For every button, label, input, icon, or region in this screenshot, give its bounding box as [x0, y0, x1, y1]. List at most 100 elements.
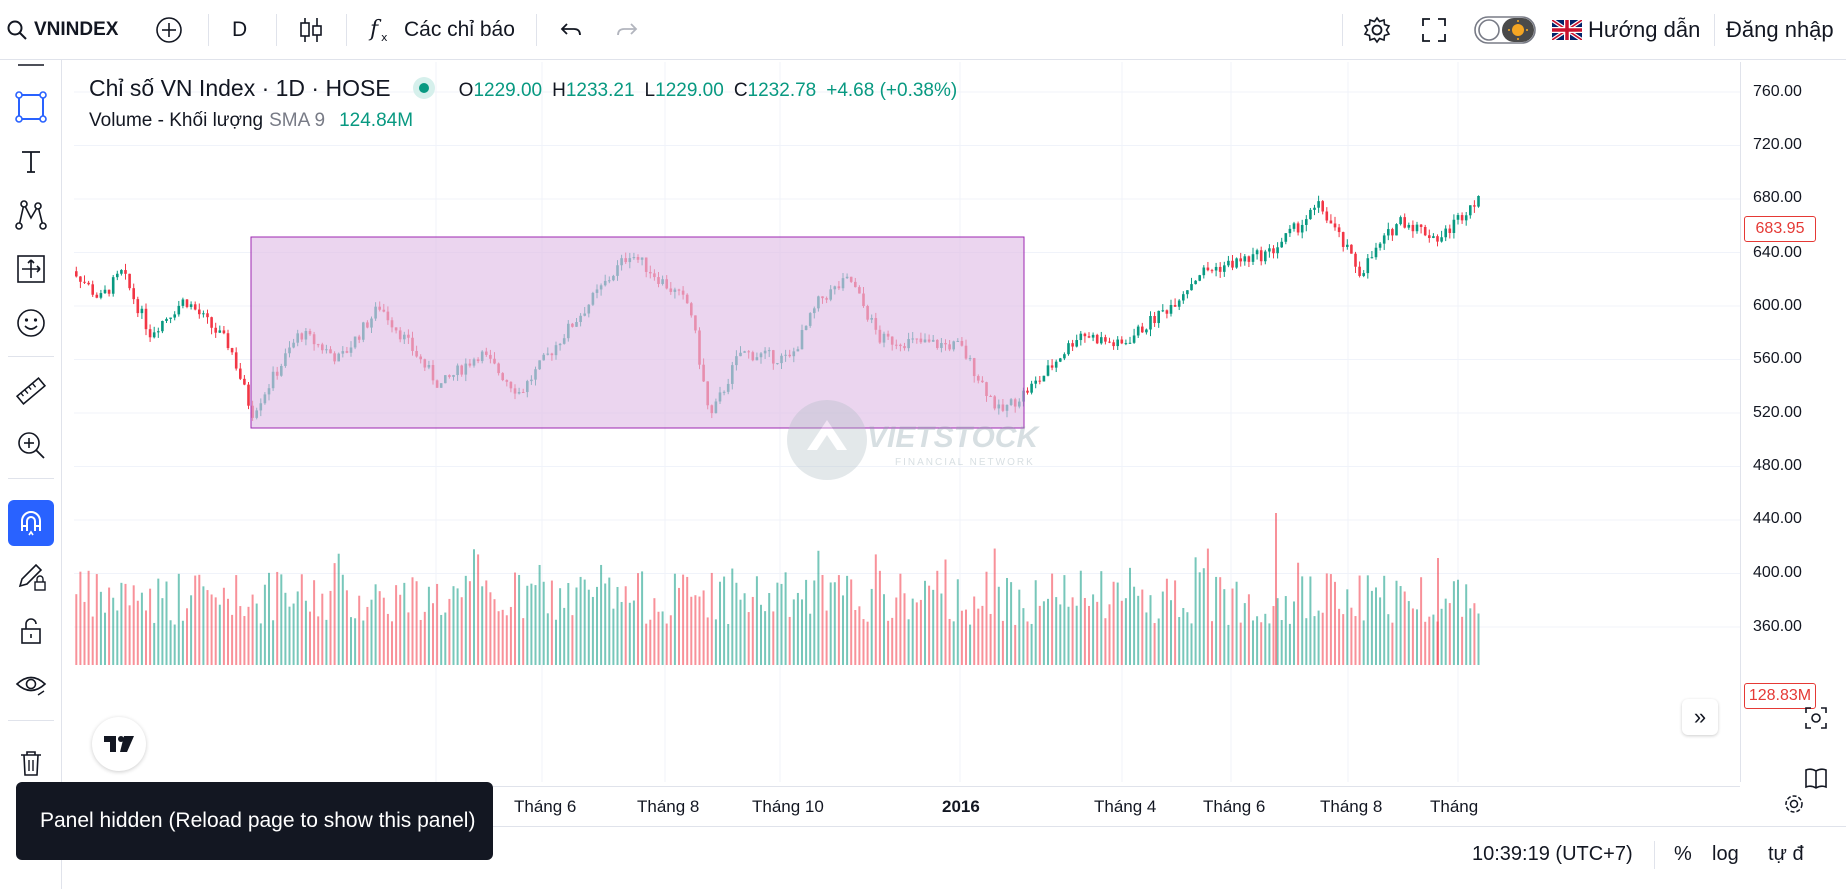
volume-bar	[1079, 570, 1082, 665]
volume-bar	[969, 624, 972, 665]
hide-drawings-tool[interactable]	[8, 662, 54, 708]
volume-bar	[751, 596, 754, 665]
volume-bar	[292, 603, 295, 665]
legend-title[interactable]: Chỉ số VN Index · 1D · HOSE	[89, 75, 391, 101]
book-button[interactable]	[1796, 758, 1836, 798]
stay-in-drawing-tool[interactable]	[8, 554, 54, 600]
volume-bar	[837, 575, 840, 665]
lock-drawings-tool[interactable]	[8, 608, 54, 654]
guide-link[interactable]: Hướng dẫn	[1552, 0, 1700, 60]
percent-toggle[interactable]: %	[1674, 843, 1692, 865]
ruler-icon	[15, 377, 47, 405]
volume-bar	[1149, 595, 1152, 665]
volume-bar	[1088, 605, 1090, 665]
volume-bar	[345, 590, 348, 665]
volume-bar	[1342, 614, 1345, 665]
candle	[1223, 261, 1226, 277]
volume-bar	[665, 623, 668, 665]
candle	[198, 303, 201, 319]
measure-tool[interactable]	[8, 368, 54, 414]
volume-bar	[485, 580, 488, 665]
screenshot-button[interactable]	[1796, 698, 1836, 738]
projection-tool[interactable]	[8, 246, 54, 292]
crosshair-tool[interactable]	[8, 60, 54, 70]
volume-bar	[1083, 598, 1086, 665]
volume-bar	[1416, 609, 1418, 665]
volume-bar	[1206, 548, 1209, 665]
volume-bar	[313, 580, 316, 665]
volume-bar	[522, 618, 525, 665]
drawn-rectangle[interactable]	[250, 236, 1025, 429]
volume-bar	[1006, 577, 1008, 665]
volume-bar	[878, 570, 881, 665]
candle	[1284, 232, 1288, 245]
volume-bar	[181, 620, 184, 665]
candle	[140, 305, 144, 319]
log-toggle[interactable]: log	[1712, 843, 1739, 865]
volume-bar	[1272, 606, 1275, 665]
auto-toggle[interactable]: tự đ	[1768, 843, 1804, 865]
volume-label[interactable]: Volume - Khối lượng	[89, 110, 264, 131]
volume-bar	[571, 615, 574, 665]
candle	[1448, 224, 1452, 239]
redo-button[interactable]	[614, 0, 640, 60]
theme-toggle[interactable]	[1474, 0, 1536, 60]
divider	[536, 14, 537, 46]
volume-bar	[173, 624, 176, 665]
volume-bar	[1182, 607, 1185, 665]
volume-bar	[550, 580, 553, 665]
symbol-search[interactable]: VNINDEX	[6, 0, 118, 60]
volume-bar	[842, 595, 844, 665]
interval-button[interactable]: D	[232, 0, 247, 60]
scroll-to-realtime-button[interactable]: »	[1682, 699, 1718, 735]
candle	[148, 324, 152, 342]
chart-type-button[interactable]	[298, 0, 324, 60]
price-chart[interactable]	[74, 62, 1740, 782]
search-icon	[7, 20, 27, 40]
volume-bar	[965, 609, 967, 665]
price-tick-label: 760.00	[1753, 83, 1802, 100]
scale-settings-button[interactable]	[1774, 784, 1814, 824]
clock-display[interactable]: 10:39:19 (UTC+7)	[1472, 843, 1633, 865]
candle	[1108, 337, 1111, 344]
remove-drawings-tool[interactable]	[8, 740, 54, 786]
high-label: H	[552, 80, 566, 101]
settings-button[interactable]	[1362, 0, 1392, 60]
tradingview-logo[interactable]	[92, 717, 146, 771]
price-scale[interactable]: 760.00 720.00 680.00 640.00 600.00 560.00 520.…	[1740, 62, 1846, 782]
pattern-tool[interactable]	[8, 192, 54, 238]
zoom-tool[interactable]	[8, 422, 54, 468]
volume-bar	[714, 619, 717, 665]
uk-flag-icon	[1552, 20, 1582, 40]
fullscreen-button[interactable]	[1420, 0, 1448, 60]
volume-bar	[157, 578, 160, 665]
volume-bar	[247, 606, 250, 665]
candle	[1104, 334, 1107, 345]
volume-bar	[1194, 557, 1197, 665]
text-tool[interactable]	[8, 138, 54, 184]
magnet-tool[interactable]	[8, 500, 54, 546]
volume-bar	[1223, 589, 1226, 665]
divider	[276, 14, 277, 46]
candle	[1247, 255, 1251, 268]
candle	[181, 297, 185, 309]
emoji-tool[interactable]	[8, 300, 54, 346]
crosshair-icon	[18, 64, 44, 66]
volume-bar	[341, 574, 344, 665]
volume-bar	[304, 600, 307, 665]
undo-button[interactable]	[558, 0, 584, 60]
volume-bar	[136, 600, 139, 665]
candle	[1333, 216, 1337, 231]
candle	[1477, 195, 1480, 208]
candle	[1428, 229, 1431, 243]
volume-bar	[1104, 618, 1107, 665]
compare-add-button[interactable]	[154, 0, 184, 60]
candle	[1210, 268, 1214, 274]
volume-bar	[509, 606, 512, 665]
rectangle-tool[interactable]	[8, 84, 54, 130]
login-button[interactable]: Đăng nhập	[1726, 0, 1834, 60]
volume-bar	[772, 611, 775, 665]
candle	[87, 280, 90, 286]
